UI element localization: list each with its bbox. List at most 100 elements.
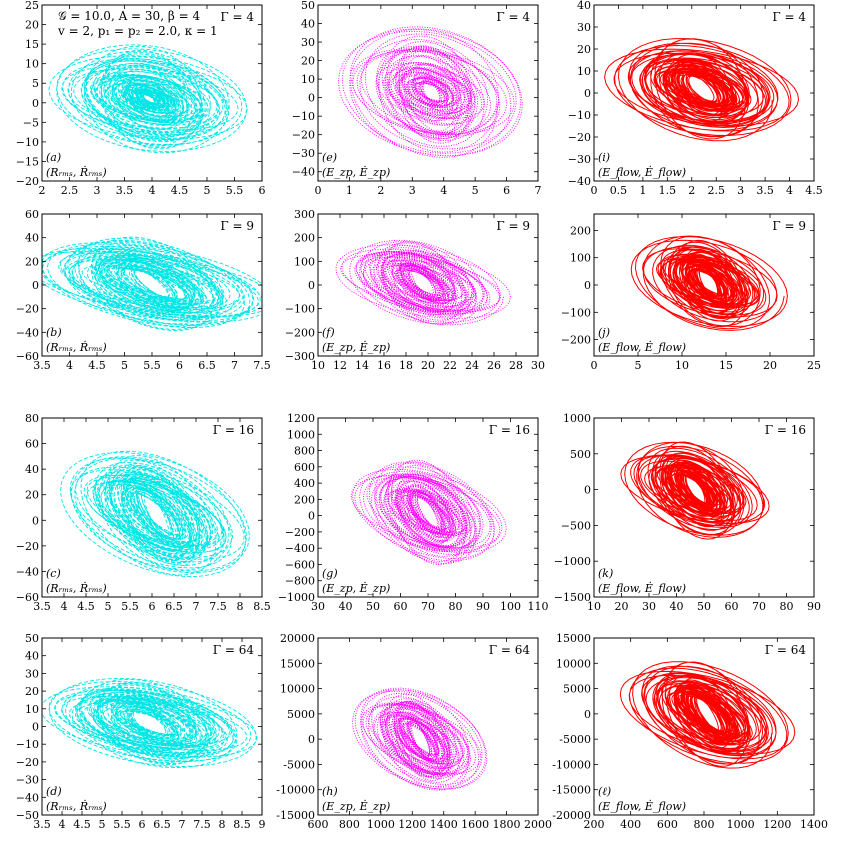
x-tick-label: 200 bbox=[584, 818, 605, 831]
plot-frame bbox=[317, 637, 539, 816]
x-tick-label: 4.5 bbox=[171, 184, 189, 197]
x-tick-label: 0 bbox=[315, 184, 322, 197]
panel-label: (h) bbox=[322, 785, 338, 798]
trajectory-loop bbox=[121, 87, 178, 111]
y-tick-label: -15000 bbox=[276, 809, 315, 822]
trajectory-loop bbox=[619, 661, 796, 769]
x-tick-label: 3.5 bbox=[33, 359, 51, 372]
pair-label: (E_flow, Ė_flow) bbox=[598, 581, 686, 595]
y-tick-label: −50 bbox=[16, 809, 39, 822]
gamma-label: Γ = 4 bbox=[772, 10, 806, 24]
panel-e: 0 1 2 3 4 5 6 7 −40 −30 −20 −10 0 10 20 30 40 50 Γ = 4 (e)(… bbox=[292, 0, 542, 197]
pair-label: (Rᵣₘₛ, Ṙᵣₘₛ) bbox=[46, 165, 107, 179]
trajectory-loop bbox=[629, 52, 771, 125]
x-tick-label: 2.5 bbox=[707, 184, 725, 197]
x-tick-label: 3.5 bbox=[756, 184, 774, 197]
panel-j: 0 5 10 15 20 25 −200 −100 0 100 200 Γ = 9 (j)(E_flow… bbox=[561, 213, 821, 372]
y-tick-label: -10000 bbox=[276, 784, 315, 797]
x-tick-label: 6.5 bbox=[165, 600, 183, 613]
pair-label: (E_flow, Ė_flow) bbox=[598, 799, 686, 813]
y-tick-label: 20 bbox=[25, 255, 39, 268]
panel-label: (k) bbox=[598, 567, 613, 580]
trajectory-g bbox=[350, 459, 507, 566]
x-tick-label: 26 bbox=[487, 359, 501, 372]
y-tick-label: 0 bbox=[32, 721, 39, 734]
gamma-label: Γ = 4 bbox=[496, 10, 530, 24]
x-tick-label: 4 bbox=[61, 600, 68, 613]
x-tick-label: 50 bbox=[697, 600, 711, 613]
x-tick-label: 2 bbox=[377, 184, 384, 197]
x-tick-label: 3 bbox=[94, 184, 101, 197]
gamma-label: Γ = 16 bbox=[765, 423, 806, 437]
x-tick-label: 8 bbox=[237, 600, 244, 613]
x-tick-label: 5.5 bbox=[121, 600, 139, 613]
y-tick-label: 0 bbox=[584, 279, 591, 292]
trajectory-f bbox=[335, 239, 511, 326]
y-tick-label: -15000 bbox=[552, 784, 591, 797]
x-tick-label: 30 bbox=[311, 600, 325, 613]
x-tick-label: 100 bbox=[500, 600, 521, 613]
x-tick-label: 4 bbox=[66, 359, 73, 372]
x-tick-label: 5 bbox=[635, 359, 642, 372]
x-tick-label: 12 bbox=[333, 359, 347, 372]
y-tick-label: -20000 bbox=[552, 809, 591, 822]
y-tick-label: 10 bbox=[25, 703, 39, 716]
panel-label: (d) bbox=[46, 785, 62, 798]
gamma-label: Γ = 64 bbox=[213, 643, 255, 657]
x-tick-label: 70 bbox=[421, 600, 435, 613]
trajectory-j bbox=[630, 235, 788, 331]
gamma-label: Γ = 16 bbox=[489, 423, 530, 437]
trajectory-loop bbox=[352, 687, 488, 791]
y-tick-label: 10 bbox=[577, 65, 591, 78]
y-tick-label: −20 bbox=[16, 540, 39, 553]
y-tick-label: 300 bbox=[294, 208, 315, 221]
x-tick-label: 2 bbox=[39, 184, 46, 197]
panel-label: (b) bbox=[46, 326, 62, 339]
x-tick-label: 4.5 bbox=[88, 359, 106, 372]
trajectory-h bbox=[352, 687, 488, 791]
y-tick-label: 5 bbox=[32, 77, 39, 90]
y-tick-label: 15000 bbox=[556, 632, 591, 645]
y-tick-label: 10000 bbox=[280, 683, 315, 696]
y-tick-label: −20 bbox=[292, 129, 315, 142]
gamma-label: Γ = 16 bbox=[213, 423, 254, 437]
x-tick-label: 2.5 bbox=[61, 184, 79, 197]
x-tick-label: 6 bbox=[259, 184, 266, 197]
x-tick-label: 30 bbox=[531, 359, 545, 372]
params-line-1: 𝒢 = 10.0, A = 30, β = 4 bbox=[58, 9, 200, 23]
trajectory-loop bbox=[42, 236, 262, 331]
x-tick-label: 1200 bbox=[398, 818, 426, 831]
y-tick-label: -10000 bbox=[552, 758, 591, 771]
x-tick-label: 110 bbox=[528, 600, 549, 613]
y-tick-label: −30 bbox=[16, 774, 39, 787]
y-tick-label: 500 bbox=[570, 448, 591, 461]
trajectory-k bbox=[620, 441, 770, 540]
x-tick-label: 22 bbox=[443, 359, 457, 372]
x-tick-label: 4.5 bbox=[77, 600, 95, 613]
x-tick-label: 0 bbox=[591, 359, 598, 372]
y-tick-label: −10 bbox=[16, 136, 39, 149]
y-tick-label: 0 bbox=[308, 92, 315, 105]
x-tick-label: 4 bbox=[786, 184, 793, 197]
panel-d: 3.5 4 4.5 5 5.5 6 6.5 7 7.5 8 8.5 9 −50 −40 −30 −20 −10 0… bbox=[16, 632, 266, 831]
y-tick-label: −20 bbox=[16, 756, 39, 769]
y-tick-label: 200 bbox=[294, 232, 315, 245]
y-tick-label: 40 bbox=[301, 18, 315, 31]
y-tick-label: 40 bbox=[25, 650, 39, 663]
y-tick-label: −20 bbox=[568, 131, 591, 144]
x-tick-label: 25 bbox=[807, 359, 821, 372]
x-tick-label: 6 bbox=[149, 600, 156, 613]
plot-frame bbox=[317, 417, 539, 598]
panel-h: 600 800 1000 1200 1400 1600 1800 2000 -15000 -100… bbox=[276, 632, 552, 831]
y-tick-label: 0 bbox=[308, 510, 315, 523]
y-tick-label: 15 bbox=[25, 38, 39, 51]
x-tick-label: 4 bbox=[59, 818, 66, 831]
trajectory-loop bbox=[60, 450, 250, 577]
x-tick-label: 20 bbox=[615, 600, 629, 613]
panel-label: (j) bbox=[598, 326, 610, 339]
panel-label: (a) bbox=[46, 151, 61, 164]
x-tick-label: 6 bbox=[176, 359, 183, 372]
x-tick-label: 1 bbox=[639, 184, 646, 197]
x-tick-label: 1000 bbox=[367, 818, 395, 831]
panel-label: (f) bbox=[322, 326, 335, 339]
